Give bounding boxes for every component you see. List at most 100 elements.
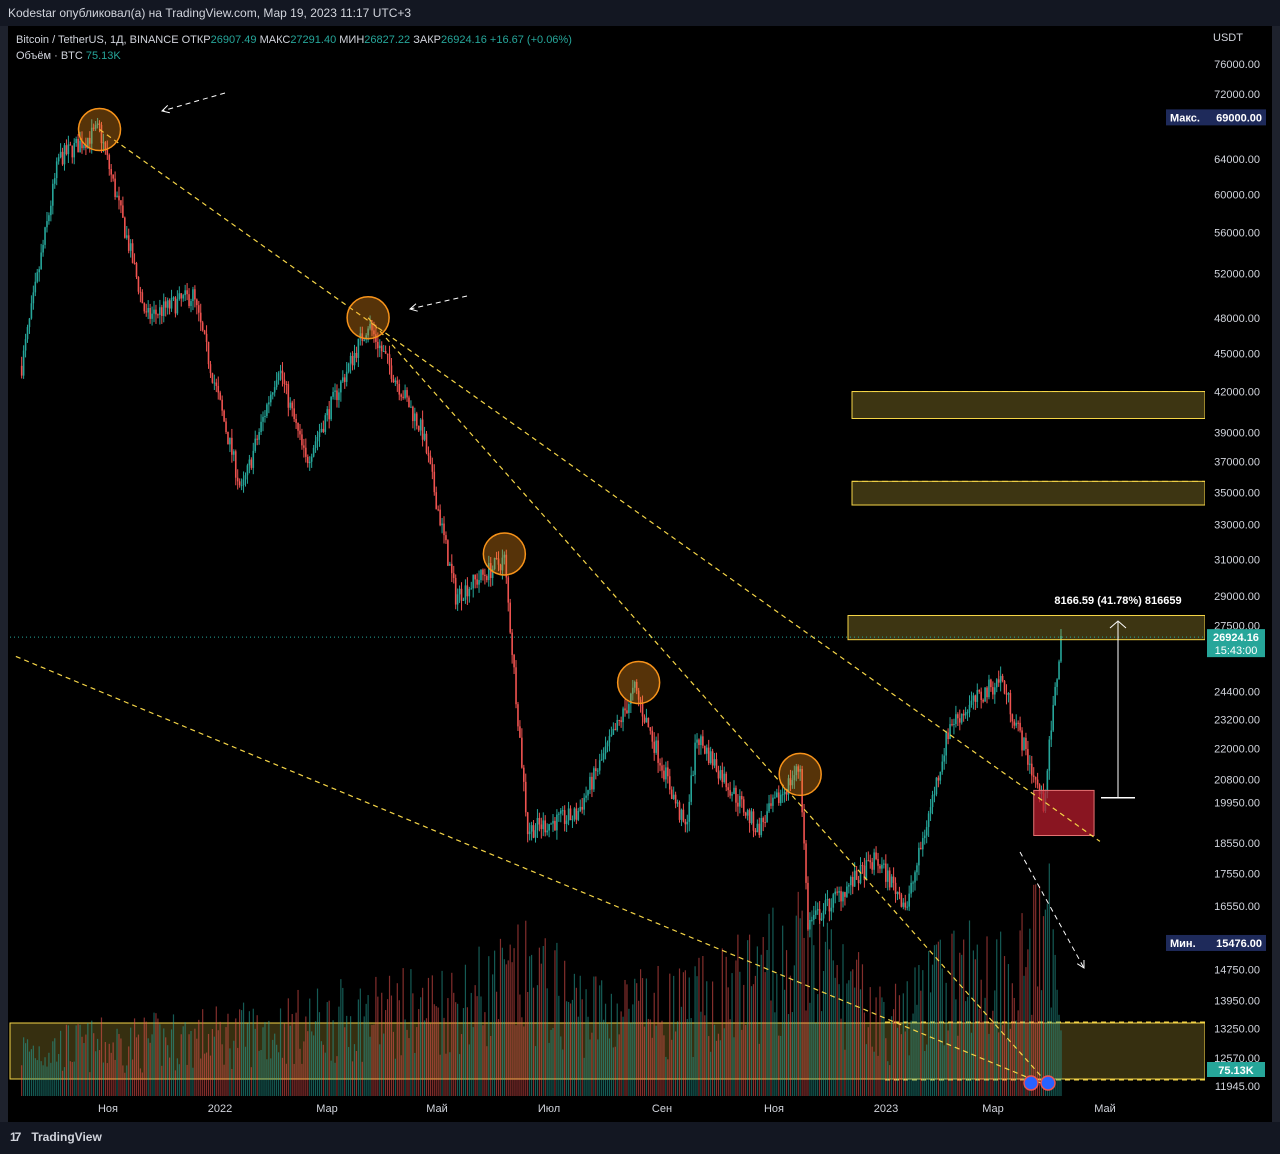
candle-body [151,313,153,319]
volume-bar [281,1057,284,1096]
candle-body [581,806,583,810]
candle-body [1009,693,1012,715]
volume-bar [803,937,805,1096]
candle-body [75,138,77,144]
volume-bar [581,999,583,1096]
tradingview-brand[interactable]: 17 TradingView [10,1130,102,1144]
candle-body [698,739,700,746]
volume-bar [906,981,908,1096]
candle-body [458,588,461,595]
legend-low-value: 26827.22 [364,34,411,46]
volume-bar [603,1019,605,1096]
volume-bar [772,907,774,1096]
candle-body [517,704,519,727]
volume-bar [820,1011,823,1096]
candle-body [626,710,628,713]
candle-body [668,776,671,790]
candle-body [739,795,741,807]
candle-body [277,373,280,381]
volume-bar [667,1059,669,1096]
volume-bar [505,964,507,1096]
volume-bar [877,1055,879,1096]
peak-marker-circle [77,107,122,152]
volume-bar [883,1001,885,1096]
candle-body [299,430,301,435]
candle-body [532,825,535,838]
volume-bar [892,1009,895,1096]
volume-bar [606,1024,609,1096]
min-badge-value: 15476.00 [1216,938,1262,950]
volume-bar [595,976,597,1096]
legend-low-label: МИН [339,34,365,46]
volume-bar [159,1024,161,1096]
volume-bar [264,1022,266,1096]
volume-bar [854,987,856,1096]
volume-bar [702,956,704,1096]
price-tick-label: 12570.00 [1214,1053,1260,1065]
candle-body [803,812,805,844]
candle-body [386,353,389,355]
candle-body [423,433,426,440]
candle-body [28,318,31,328]
volume-bar [610,993,612,1096]
volume-bar [229,1048,231,1096]
candle-body [470,588,473,590]
volume-bar [560,1036,562,1096]
candle-body [431,464,434,472]
candle-body [98,123,101,125]
candle-body [252,450,255,468]
candle-body [34,281,37,293]
volume-bar [89,1072,91,1096]
candle-body [433,471,436,493]
volume-bar [91,1020,93,1096]
volume-bar [785,950,788,1096]
volume-bar [859,989,862,1096]
max-badge-label: Макс. [1170,112,1200,124]
candle-body [199,312,202,323]
candle-body [875,852,877,860]
volume-bar [474,985,476,1096]
volume-bar [38,1046,40,1096]
candle-body [624,708,626,711]
candle-body [266,404,268,416]
volume-bar [342,987,344,1096]
candle-body [472,574,475,589]
candle-body [606,742,609,747]
volume-bar [896,1027,899,1096]
volume-bar [599,985,601,1096]
volume-bar [1033,884,1035,1096]
chart-area[interactable] [8,26,1272,1122]
legend-volume-label[interactable]: Объём · BTC [16,50,83,62]
volume-bar [529,956,531,1096]
candle-body [377,341,379,349]
candle-body [145,311,148,313]
candle-body [340,381,342,393]
volume-bar [334,1062,336,1096]
candle-body [178,293,181,300]
volume-bar [431,975,433,1096]
candle-body [484,574,486,577]
volume-bar [647,1018,649,1096]
legend-open-label: ОТКР [181,34,211,46]
volume-bar [316,988,319,1096]
candle-body [30,303,33,319]
candle-body [310,456,313,462]
candle-body [1038,784,1041,795]
candle-body [449,563,451,566]
candle-body [717,771,720,779]
candle-body [569,808,572,820]
candle-body [678,802,681,820]
price-tick-label: 35000.00 [1214,487,1260,499]
legend-symbol[interactable]: Bitcoin / TetherUS, 1Д, BINANCE [16,34,179,46]
candle-body [305,447,307,457]
candle-body [63,145,66,165]
candle-body [283,379,286,384]
volume-bar [373,1024,375,1096]
volume-bar [470,992,472,1096]
volume-bar [704,1015,706,1096]
volume-bar [1000,931,1002,1096]
volume-bar [698,957,700,1096]
volume-bar [168,1057,171,1096]
candle-body [573,808,576,820]
